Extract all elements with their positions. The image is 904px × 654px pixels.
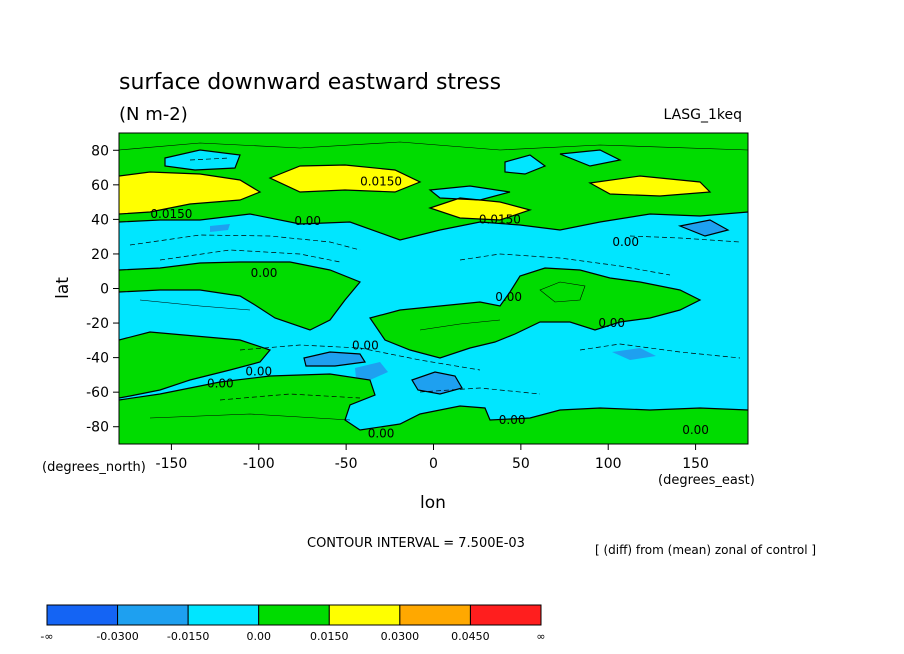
- colorbar-swatch: [399, 604, 471, 626]
- contour-label: 0.00: [368, 427, 395, 441]
- blue-patch-2: [355, 362, 388, 380]
- units-label: (N m-2): [119, 104, 188, 125]
- yellow-patch-west: [119, 172, 260, 214]
- y-tick-label: 40: [91, 212, 109, 228]
- blue-patch-6: [210, 224, 230, 232]
- contour-interval-text: CONTOUR INTERVAL = 7.500E-03: [307, 536, 525, 551]
- contour-label: 0.00: [499, 413, 526, 427]
- chart-title: surface downward eastward stress: [119, 70, 501, 95]
- blue-patch-5: [612, 348, 656, 360]
- x-tick-label: -150: [156, 456, 188, 472]
- contour-label: 0.00: [245, 364, 272, 378]
- y-tick-label: 60: [91, 178, 109, 194]
- x-axis-label: lon: [420, 493, 446, 513]
- y-axis-ticks: 80 60 40 20 0 -20 -40 -60 -80: [86, 143, 119, 436]
- dashed-contour-lines: [129, 157, 741, 401]
- dataset-label: LASG_1keq: [664, 107, 742, 123]
- colorbar-label: 0.0300: [381, 630, 420, 643]
- y-tick-label: -60: [86, 385, 109, 401]
- contour-label: 0.00: [612, 235, 639, 249]
- blue-patch-3: [412, 372, 462, 394]
- contour-label: 0.0150: [360, 174, 402, 188]
- y-unit-label: (degrees_north): [42, 460, 146, 475]
- diff-note: [ (diff) from (mean) zonal of control ]: [595, 543, 816, 557]
- green-region-south: [119, 374, 748, 444]
- colorbar-swatch: [117, 604, 189, 626]
- cyan-patch-north-1: [165, 150, 240, 170]
- colorbar-swatch: [46, 604, 119, 626]
- contour-label: 0.00: [352, 339, 379, 353]
- y-axis-label: lat: [53, 277, 73, 299]
- y-tick-label: -20: [86, 316, 109, 332]
- contour-labels: 0.0150 0.0150 0.0150 0.00 0.00 0.00 0.00 0.00 0.…: [150, 174, 709, 440]
- yellow-patch-central: [270, 165, 420, 192]
- colorbar-label: 0.00: [246, 630, 271, 643]
- x-unit-label: (degrees_east): [658, 473, 755, 488]
- contour-label: 0.00: [251, 266, 278, 280]
- colorbar-label: -0.0150: [167, 630, 209, 643]
- contour-label: 0.00: [495, 290, 522, 304]
- cyan-patch-north-4: [560, 150, 620, 166]
- colorbar-label: -0.0300: [96, 630, 138, 643]
- colorbar-swatch: [258, 604, 330, 626]
- contour-label: 0.00: [598, 316, 625, 330]
- x-tick-label: 0: [429, 456, 438, 472]
- plot-field: 0.0150 0.0150 0.0150 0.00 0.00 0.00 0.00 0.00 0.…: [119, 133, 748, 444]
- green-region-africa: [370, 268, 700, 358]
- green-region-america: [119, 262, 360, 330]
- y-tick-label: 20: [91, 247, 109, 263]
- green-region-south-west: [119, 332, 270, 398]
- colorbar-label: -∞: [40, 630, 53, 643]
- x-tick-label: -100: [243, 456, 275, 472]
- colorbar-label: 0.0450: [451, 630, 490, 643]
- y-tick-label: -40: [86, 351, 109, 367]
- x-tick-label: 100: [595, 456, 622, 472]
- contour-lines: [119, 149, 748, 431]
- y-tick-label: 0: [100, 282, 109, 298]
- contour-label: 0.00: [207, 377, 234, 391]
- contour-label: 0.0150: [150, 207, 192, 221]
- yellow-patch-far-east: [590, 176, 710, 196]
- thin-contour-lines: [119, 141, 748, 421]
- blue-patch-1: [304, 352, 365, 366]
- colorbar-swatch: [328, 604, 401, 626]
- colorbar-label: 0.0150: [310, 630, 349, 643]
- x-tick-label: 150: [682, 456, 709, 472]
- contour-label: 0.00: [682, 423, 709, 437]
- colorbar-swatch: [469, 604, 542, 626]
- colorbar: -∞ -0.0300 -0.0150 0.00 0.0150 0.0300 0.0450 ∞: [40, 604, 546, 643]
- colorbar-label: ∞: [536, 630, 545, 643]
- x-tick-label: -50: [335, 456, 358, 472]
- contour-label: 0.00: [294, 214, 321, 228]
- x-tick-label: 50: [512, 456, 530, 472]
- contour-label: 0.0150: [479, 212, 521, 226]
- colorbar-swatch: [187, 604, 260, 626]
- y-tick-label: 80: [91, 143, 109, 159]
- y-tick-label: -80: [86, 420, 109, 436]
- x-axis-ticks: -150 -100 -50 0 50 100 150: [156, 444, 709, 472]
